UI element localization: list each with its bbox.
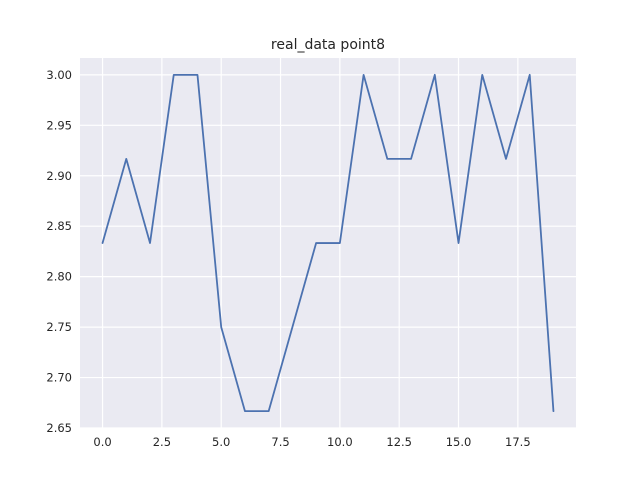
y-tick-label: 2.65 xyxy=(46,421,72,435)
y-tick-label: 2.75 xyxy=(46,320,72,334)
x-tick-label: 12.5 xyxy=(386,435,412,449)
x-tick-label: 15.0 xyxy=(446,435,472,449)
x-axis: 0.0 2.5 5.0 7.5 10.0 12.5 15.0 17.5 xyxy=(93,435,530,449)
y-tick-label: 2.95 xyxy=(46,118,72,132)
series-group xyxy=(101,73,555,413)
y-tick-label: 2.70 xyxy=(46,371,72,385)
y-tick-label: 2.85 xyxy=(46,219,72,233)
x-tick-label: 5.0 xyxy=(212,435,230,449)
x-tick-label: 10.0 xyxy=(327,435,353,449)
x-tick-label: 0.0 xyxy=(93,435,111,449)
series-line xyxy=(101,73,555,413)
y-tick-label: 2.80 xyxy=(46,270,72,284)
x-tick-label: 2.5 xyxy=(153,435,171,449)
x-tick-label: 7.5 xyxy=(271,435,289,449)
y-tick-label: 3.00 xyxy=(46,68,72,82)
y-tick-label: 2.90 xyxy=(46,169,72,183)
y-axis: 2.65 2.70 2.75 2.80 2.85 2.90 2.95 3.00 xyxy=(46,68,72,435)
x-tick-label: 17.5 xyxy=(505,435,531,449)
chart-title: real_data point8 xyxy=(271,37,385,53)
